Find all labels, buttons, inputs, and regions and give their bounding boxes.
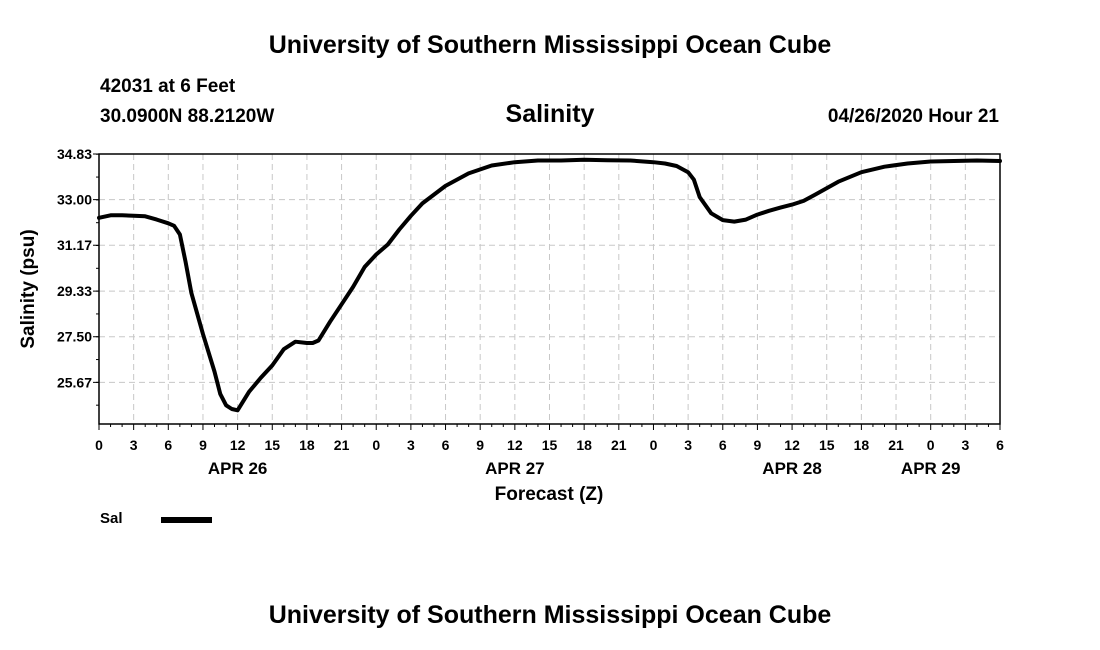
y-tick-label: 34.83 bbox=[57, 146, 92, 162]
series-line-sal bbox=[97, 157, 1002, 413]
x-date-label: APR 29 bbox=[901, 459, 961, 478]
station-label: 42031 at 6 Feet bbox=[100, 76, 236, 97]
x-tick-label: 9 bbox=[476, 437, 484, 453]
variable-title: Salinity bbox=[505, 100, 595, 128]
x-tick-label: 3 bbox=[684, 437, 692, 453]
x-tick-label: 15 bbox=[264, 437, 280, 453]
x-tick-label: 12 bbox=[507, 437, 523, 453]
timestamp-label: 04/26/2020 Hour 21 bbox=[827, 106, 999, 127]
x-tick-label: 18 bbox=[576, 437, 592, 453]
x-tick-label: 0 bbox=[372, 437, 380, 453]
y-tick-label: 31.17 bbox=[57, 237, 92, 253]
y-tick-label: 33.00 bbox=[57, 192, 92, 208]
y-tick-label: 27.50 bbox=[57, 329, 92, 345]
x-tick-label: 21 bbox=[888, 437, 904, 453]
x-tick-label: 18 bbox=[854, 437, 870, 453]
x-tick-label: 15 bbox=[542, 437, 558, 453]
x-date-label: APR 27 bbox=[485, 459, 545, 478]
x-tick-label: 3 bbox=[961, 437, 969, 453]
x-tick-label: 21 bbox=[611, 437, 627, 453]
x-tick-label: 21 bbox=[334, 437, 350, 453]
x-date-label: APR 28 bbox=[762, 459, 822, 478]
x-tick-label: 9 bbox=[754, 437, 762, 453]
x-tick-label: 0 bbox=[650, 437, 658, 453]
x-date-label: APR 26 bbox=[208, 459, 268, 478]
y-axis-label: Salinity (psu) bbox=[18, 229, 39, 348]
x-tick-label: 3 bbox=[407, 437, 415, 453]
x-tick-label: 12 bbox=[230, 437, 246, 453]
x-axis-label: Forecast (Z) bbox=[495, 484, 604, 505]
x-tick-label: 6 bbox=[164, 437, 172, 453]
x-tick-label: 15 bbox=[819, 437, 835, 453]
chart-title-bottom: University of Southern Mississippi Ocean… bbox=[268, 601, 832, 629]
location-label: 30.0900N 88.2120W bbox=[100, 106, 275, 127]
legend-label: Sal bbox=[100, 510, 123, 527]
x-tick-label: 6 bbox=[442, 437, 450, 453]
chart-title-top: University of Southern Mississippi Ocean… bbox=[268, 31, 832, 59]
y-tick-label: 25.67 bbox=[57, 374, 92, 390]
y-tick-label: 29.33 bbox=[57, 283, 92, 299]
x-tick-label: 6 bbox=[996, 437, 1004, 453]
x-tick-label: 18 bbox=[299, 437, 315, 453]
x-tick-label: 6 bbox=[719, 437, 727, 453]
x-tick-label: 3 bbox=[130, 437, 138, 453]
legend-swatch bbox=[161, 517, 212, 523]
x-tick-label: 12 bbox=[784, 437, 800, 453]
x-tick-label: 0 bbox=[927, 437, 935, 453]
x-tick-label: 0 bbox=[95, 437, 103, 453]
x-tick-label: 9 bbox=[199, 437, 207, 453]
